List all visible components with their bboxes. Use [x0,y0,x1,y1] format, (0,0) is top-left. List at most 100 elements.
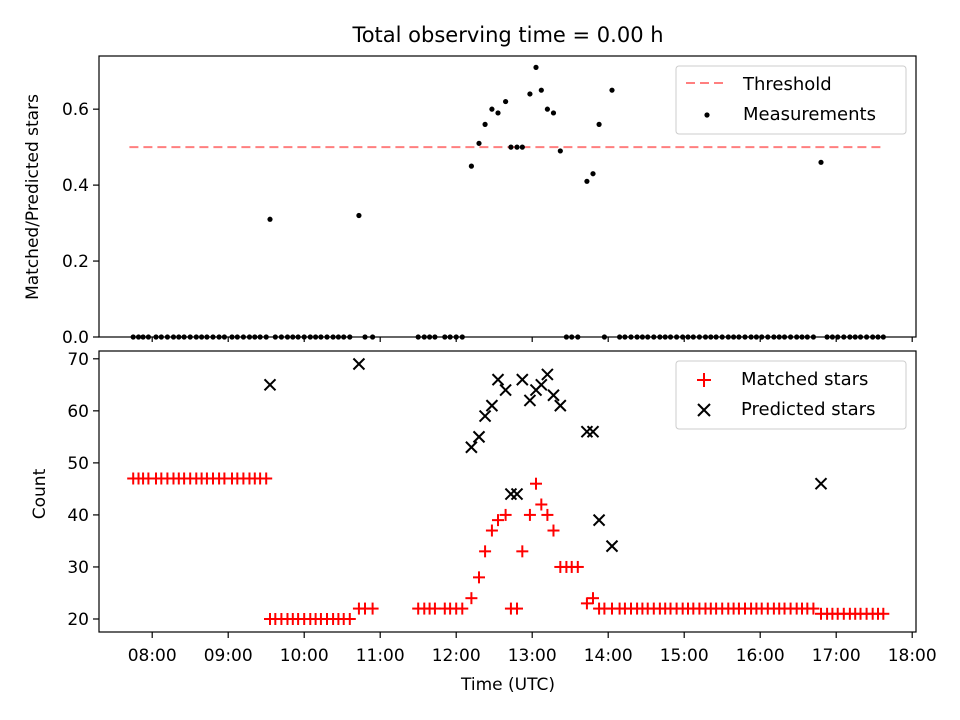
y-tick-label-bottom: 60 [67,402,89,422]
measurement-point [356,212,362,219]
y-tick-label-top: 0.2 [62,252,89,272]
measurement-point [609,87,615,93]
measurement-point [468,163,474,169]
x-tick-label: 09:00 [204,646,253,666]
matched-star-point [343,612,356,625]
predicted-star-point [814,477,828,490]
measurement-point [495,110,501,116]
measurement-point [533,64,539,70]
matched-star-point [571,560,584,573]
matched-star-point [516,545,529,558]
matched-star-point [535,498,548,511]
measurement-point [503,98,509,105]
bottom-axes-frame [98,350,917,633]
predicted-star-point [472,430,486,444]
predicted-stars-points [263,357,828,553]
y-tick-label-bottom: 50 [67,454,89,474]
legend-bottom: Matched stars Predicted stars [675,360,907,430]
x-ticks-top [151,337,913,342]
y-tick-label-top: 0.0 [62,328,89,348]
predicted-star-point [541,368,554,381]
predicted-star-point [478,409,492,423]
predicted-star-point [586,425,600,438]
measurement-point [557,148,563,154]
legend-matched-swatch [697,373,711,387]
measurement-point [818,159,824,165]
matched-star-point [260,472,273,485]
matched-star-point [523,508,536,521]
measurement-point [508,144,514,150]
predicted-star-point [499,383,512,397]
predicted-star-point [523,394,537,407]
x-tick-label: 14:00 [584,646,633,666]
y-tick-label-bottom: 30 [67,558,89,578]
matched-star-point [499,508,512,521]
predicted-star-point [510,487,524,501]
y-ticks-bottom: 20 30 40 50 60 70 [67,350,99,630]
measurement-point [514,144,520,150]
predicted-star-point [592,513,606,527]
matched-star-point [465,592,478,605]
predicted-star-point [491,373,505,386]
measurement-point [519,144,525,150]
legend-predicted-swatch [697,403,711,417]
legend-measurements-swatch [704,112,710,118]
measurement-point [590,171,596,177]
matched-star-point [541,508,554,521]
predicted-star-point [465,441,478,454]
measurement-point [489,106,495,112]
matched-star-point [807,602,820,615]
matched-star-point [485,524,498,537]
matched-star-point [473,571,485,584]
y-axis-label-bottom: Count [30,468,50,519]
measurement-point [527,91,533,97]
chart-title: Total observing time = 0.00 h [351,23,663,47]
predicted-star-point [516,373,529,386]
matched-star-point [530,477,542,490]
y-axis-label-top: Matched/Predicted stars [23,94,43,300]
legend-matched-label: Matched stars [741,369,868,390]
y-tick-label-bottom: 40 [67,506,89,526]
predicted-star-point [263,378,277,392]
measurement-point [538,87,544,93]
measurement-point [596,121,602,127]
matched-star-point [547,524,560,537]
ratio-panel: Total observing time = 0.00 h Matched/Pr… [23,23,917,348]
matched-star-point [877,607,890,620]
predicted-star-point [485,399,499,412]
predicted-star-point [535,378,548,392]
count-panel: Count Time (UTC) 20 30 40 50 60 70 08:00 09:00… [30,350,937,695]
matched-star-point [587,592,599,605]
measurement-point [550,110,557,116]
measurement-point [544,106,551,112]
matched-stars-points [127,472,890,625]
x-tick-label: 17:00 [812,646,861,666]
predicted-star-point [554,399,567,412]
matched-star-point [366,602,379,615]
x-tick-label: 13:00 [508,646,557,666]
y-tick-label-bottom: 20 [67,610,89,630]
predicted-star-point [547,389,560,402]
matched-star-point [479,545,492,558]
matched-star-point [580,597,593,610]
matched-star-point [492,514,504,527]
x-tick-label: 11:00 [356,646,405,666]
x-ticks-bottom: 08:00 09:00 10:00 11:00 12:00 13:00 14:00 15:00… [128,632,937,666]
predicted-star-point [605,539,619,553]
y-ticks-top: 0.0 0.2 0.4 0.6 [62,100,99,348]
x-tick-label: 18:00 [888,646,937,666]
y-tick-label-bottom: 70 [67,350,89,370]
measurement-point [482,121,488,127]
predicted-star-point [352,357,366,371]
top-axes-frame [98,55,917,338]
y-tick-label-top: 0.6 [62,100,89,120]
legend-threshold-label: Threshold [742,74,832,95]
legend-measurements-label: Measurements [743,104,876,125]
x-axis-label: Time (UTC) [460,675,555,695]
legend-predicted-label: Predicted stars [741,399,875,420]
measurement-point [584,178,590,184]
matched-star-point [511,602,523,615]
measurement-point [267,216,273,222]
x-tick-label: 10:00 [280,646,329,666]
